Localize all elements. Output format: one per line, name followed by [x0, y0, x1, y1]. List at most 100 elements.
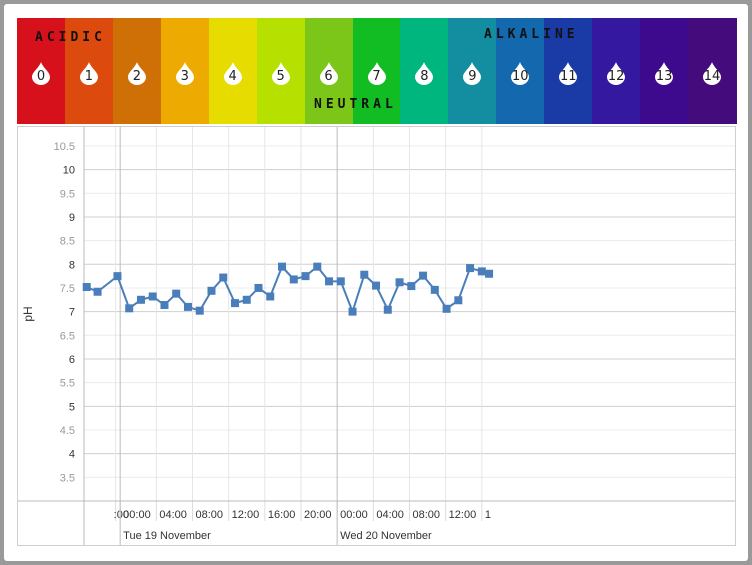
- ph-data-point: [325, 277, 334, 286]
- x-tick-label: 1: [485, 509, 491, 521]
- ph-level-number: 3: [180, 69, 189, 84]
- ph-data-point: [419, 271, 428, 280]
- water-drop-icon: 7: [367, 62, 387, 85]
- ph-level-number: 4: [228, 69, 237, 84]
- y-tick-label: 10.5: [54, 141, 75, 153]
- ph-data-point: [313, 262, 322, 271]
- x-tick-label: 16:00: [268, 509, 296, 521]
- water-drop-icon: 11: [558, 62, 578, 85]
- ph-data-point: [230, 299, 239, 308]
- ph-data-point: [372, 281, 381, 290]
- ph-level-number: 5: [276, 69, 285, 84]
- y-tick-label: 6.5: [60, 330, 75, 342]
- ph-data-point: [360, 270, 369, 279]
- x-tick-label: 08:00: [413, 509, 441, 521]
- ph-level-number: 12: [607, 69, 625, 84]
- ph-chart-svg: 3.544.555.566.577.588.599.51010.5:0000:0…: [18, 127, 735, 545]
- ph-data-point: [195, 306, 204, 315]
- water-drop-icon: 10: [510, 62, 530, 85]
- ph-data-point: [183, 302, 192, 311]
- x-tick-label: 04:00: [159, 509, 187, 521]
- x-tick-label: 12:00: [232, 509, 260, 521]
- y-tick-label: 9: [69, 212, 75, 224]
- ph-data-point: [348, 307, 357, 316]
- water-drop-icon: 2: [127, 62, 147, 85]
- water-drop-icon: 12: [606, 62, 626, 85]
- y-tick-label: 3.5: [60, 472, 75, 484]
- alkaline-label: ALKALINE: [484, 27, 579, 42]
- x-tick-label: 04:00: [376, 509, 404, 521]
- x-tick-label: 12:00: [449, 509, 477, 521]
- ph-data-point: [454, 296, 463, 305]
- ph-level-number: 0: [36, 69, 46, 84]
- ph-data-point: [254, 283, 263, 292]
- neutral-label: NEUTRAL: [314, 97, 397, 112]
- ph-data-point: [148, 292, 157, 301]
- water-drop-icon: 5: [271, 62, 291, 85]
- water-drop-icon: 1: [79, 62, 99, 85]
- y-tick-label: 5.5: [60, 378, 75, 390]
- water-drop-icon: 3: [175, 62, 195, 85]
- ph-level-number: 9: [468, 69, 477, 84]
- ph-data-point: [278, 262, 287, 271]
- water-drop-icon: 14: [702, 62, 722, 85]
- ph-data-point: [82, 283, 91, 292]
- ph-data-point: [407, 282, 416, 291]
- ph-data-point: [207, 286, 216, 295]
- x-tick-label: 08:00: [196, 509, 224, 521]
- y-tick-label: 7.5: [60, 283, 75, 295]
- ph-data-point: [160, 301, 169, 310]
- ph-data-point: [136, 295, 145, 304]
- ph-level-number: 13: [655, 69, 673, 84]
- ph-data-point: [242, 295, 251, 304]
- ph-scale-banner: 0 1 2 3 4 5 6 7 8 9 10 11 12 13 14 ACIDIC ALKALINE NEU…: [17, 18, 737, 124]
- ph-data-point: [485, 269, 494, 278]
- ph-data-point: [383, 305, 392, 314]
- ph-data-point: [430, 285, 439, 294]
- x-tick-label: :00: [114, 509, 129, 521]
- x-tick-label: 00:00: [123, 509, 151, 521]
- y-tick-label: 4.5: [60, 425, 75, 437]
- y-tick-label: 9.5: [60, 188, 75, 200]
- y-axis-label: pH: [21, 306, 35, 321]
- water-drop-icon: 6: [319, 62, 339, 85]
- ph-level-number: 8: [420, 69, 429, 84]
- ph-data-point: [266, 292, 275, 301]
- ph-data-point: [93, 287, 102, 296]
- acidic-label: ACIDIC: [35, 30, 106, 45]
- ph-level-number: 6: [324, 69, 333, 84]
- ph-level-number: 10: [512, 69, 529, 84]
- x-tick-label: 20:00: [304, 509, 332, 521]
- y-tick-label: 8.5: [60, 236, 75, 248]
- ph-data-point: [289, 275, 298, 284]
- ph-level-number: 2: [132, 69, 141, 84]
- ph-data-point: [466, 264, 475, 273]
- x-tick-label: 00:00: [340, 509, 368, 521]
- ph-data-point: [336, 277, 345, 286]
- y-tick-label: 4: [69, 449, 75, 461]
- water-drop-icon: 9: [462, 62, 482, 85]
- water-drop-icon: 4: [223, 62, 243, 85]
- ph-data-point: [125, 304, 134, 313]
- ph-level-number: 14: [703, 69, 721, 84]
- ph-data-point: [477, 267, 486, 276]
- y-tick-label: 5: [69, 401, 75, 413]
- ph-data-point: [442, 304, 451, 313]
- y-tick-label: 6: [69, 354, 75, 366]
- ph-level-number: 1: [84, 69, 94, 84]
- ph-data-point: [172, 289, 181, 298]
- ph-series-line: [86, 264, 490, 315]
- ph-data-point: [219, 273, 228, 282]
- water-drop-icon: 0: [31, 62, 51, 85]
- ph-data-point: [395, 278, 404, 287]
- ph-level-number: 11: [559, 69, 577, 84]
- y-tick-label: 8: [69, 259, 75, 271]
- ph-level-number: 7: [372, 69, 381, 84]
- y-tick-label: 10: [63, 165, 75, 177]
- ph-data-point: [301, 272, 310, 281]
- ph-chart: 3.5 4 4.5 5 5.5 6 6.5 7 7.5 8 8.5 9 9.5 10 10.5:00 00:0…: [17, 126, 736, 546]
- water-drop-icon: 8: [414, 62, 434, 85]
- y-tick-label: 7: [69, 307, 75, 319]
- ph-data-point: [113, 272, 122, 281]
- water-drop-icon: 13: [654, 62, 674, 85]
